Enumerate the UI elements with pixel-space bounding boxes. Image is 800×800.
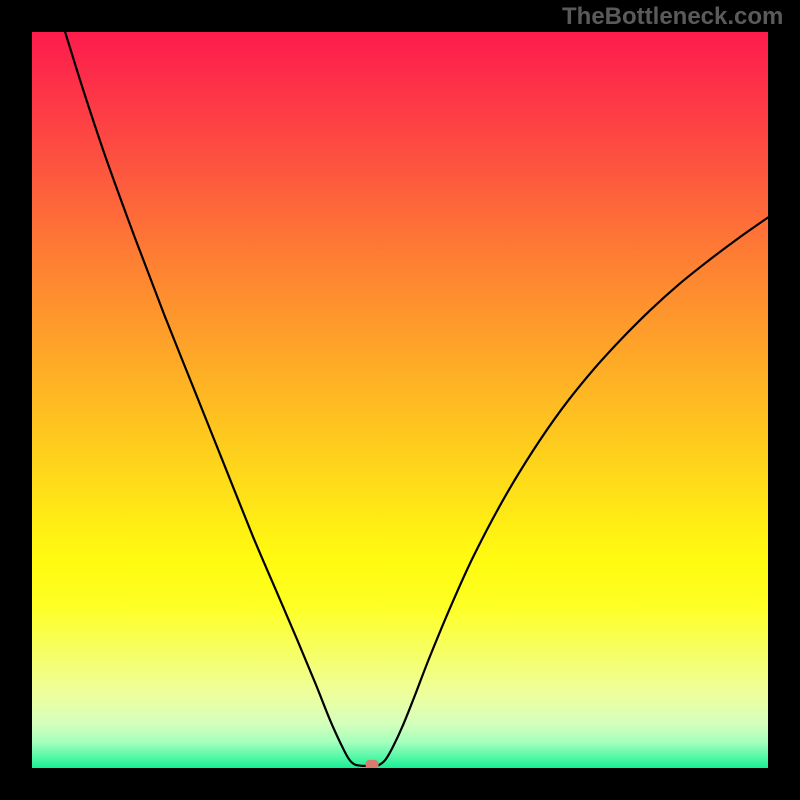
watermark-text: TheBottleneck.com: [562, 3, 783, 31]
plot-area: [32, 32, 768, 768]
optimal-marker: [365, 760, 378, 768]
chart-svg: [32, 32, 768, 768]
gradient-background: [32, 32, 768, 768]
